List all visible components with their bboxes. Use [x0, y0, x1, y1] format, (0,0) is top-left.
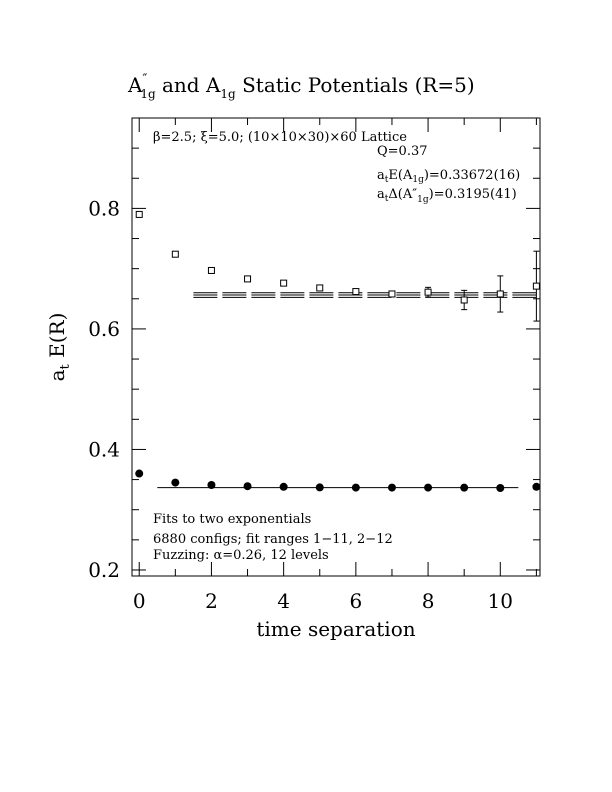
title-prime: ″ — [142, 72, 147, 87]
annotation-fuzzing: Fuzzing: α=0.26, 12 levels — [153, 548, 329, 563]
data-point-circle — [424, 483, 433, 492]
data-point-square — [352, 288, 360, 296]
axis-ticks — [132, 117, 540, 576]
data-point-circle — [171, 478, 180, 487]
delta-val: )=0.3195(41) — [429, 187, 517, 202]
data-point-square — [171, 250, 179, 258]
data-point-circle — [207, 481, 216, 490]
annotation-delta: atΔ(A″1g)=0.3195(41) — [377, 187, 517, 205]
energy-mid: E(A — [388, 168, 413, 183]
data-point-circle — [460, 483, 469, 492]
data-point-circle — [243, 482, 252, 491]
data-point-square — [460, 296, 468, 304]
energy-val: )=0.33672(16) — [424, 168, 520, 183]
title-mid: and A — [156, 73, 221, 97]
data-point-square — [496, 290, 504, 298]
delta-sub-t: t — [385, 194, 389, 204]
energy-a: a — [377, 168, 385, 183]
y-tick-labels: 0.2 0.4 0.6 0.8 — [88, 196, 120, 582]
data-marks — [135, 210, 541, 493]
data-point-circle — [387, 483, 396, 492]
annotation-fits: Fits to two exponentials — [153, 512, 311, 527]
title-a1: A — [127, 73, 143, 97]
delta-sub-g: 1g — [417, 195, 429, 205]
data-point-square — [424, 288, 432, 296]
annotation-configs: 6880 configs; fit ranges 1−11, 2−12 — [153, 532, 393, 547]
delta-mid: Δ(A″ — [388, 187, 417, 202]
x-tick-label: 2 — [205, 589, 218, 613]
data-point-square — [532, 282, 540, 290]
annotation-q: Q=0.37 — [377, 144, 428, 159]
y-tick-label: 0.8 — [88, 196, 120, 220]
data-point-square — [280, 279, 288, 287]
fit-lines — [157, 292, 537, 489]
data-point-circle — [532, 482, 541, 491]
ylabel-a: a — [45, 369, 69, 381]
energy-sub-t: t — [385, 175, 389, 185]
data-point-square — [135, 210, 143, 218]
x-tick-label: 0 — [133, 589, 146, 613]
title-sub1: 1g — [140, 87, 156, 101]
title-tail: Static Potentials (R=5) — [236, 73, 475, 97]
title-sub2: 1g — [220, 87, 236, 101]
data-point-circle — [135, 469, 144, 478]
x-tick-label: 4 — [277, 589, 290, 613]
x-tick-label: 10 — [488, 589, 513, 613]
x-tick-label: 6 — [349, 589, 362, 613]
y-tick-label: 0.6 — [88, 317, 120, 341]
data-point-circle — [351, 483, 360, 492]
chart-title: A″ 1g and A1g Static Potentials (R=5) — [127, 72, 475, 101]
data-point-square — [207, 266, 215, 274]
plot-frame — [131, 117, 541, 577]
data-point-square — [388, 290, 396, 298]
data-point-circle — [496, 484, 505, 493]
y-tick-label: 0.2 — [88, 558, 120, 582]
x-tick-labels: 0 2 4 6 8 10 — [133, 589, 513, 613]
x-tick-label: 8 — [422, 589, 435, 613]
data-point-square — [244, 275, 252, 283]
y-axis-label: at E(R) — [45, 313, 73, 382]
data-point-circle — [279, 482, 288, 491]
ylabel-tail: E(R) — [45, 313, 69, 365]
data-point-square — [316, 284, 324, 292]
ylabel-sub: t — [58, 363, 73, 369]
data-point-circle — [315, 483, 324, 492]
delta-a: a — [377, 187, 385, 202]
annotation-energy: atE(A1g)=0.33672(16) — [377, 168, 520, 185]
y-tick-label: 0.4 — [88, 437, 120, 461]
energy-sub-g: 1g — [412, 175, 424, 185]
annotation-lattice: β=2.5; ξ=5.0; (10×10×30)×60 Lattice — [153, 130, 407, 145]
x-axis-label: time separation — [256, 617, 415, 641]
